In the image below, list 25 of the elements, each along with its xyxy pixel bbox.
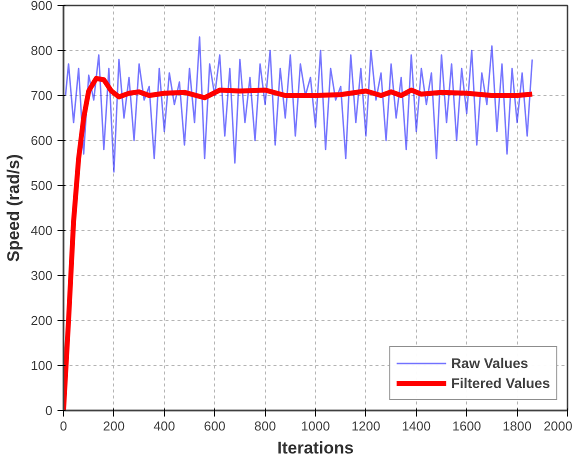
x-tick-label: 600 [204,418,226,434]
y-tick-label: 400 [30,223,53,238]
x-tick-label: 2000 [544,418,572,434]
y-tick-label: 700 [30,88,53,103]
y-tick-label: 800 [30,43,53,58]
y-tick-label: 300 [30,268,53,283]
x-tick-label: 200 [103,418,125,434]
x-tick-label: 1000 [301,418,330,434]
x-tick-label: 1200 [351,418,380,434]
y-tick-label: 0 [45,403,53,418]
y-tick-label: 900 [30,0,53,13]
x-tick-label: 0 [60,418,68,434]
legend-label: Raw Values [451,355,528,371]
y-axis-title: Speed (rad/s) [4,154,23,262]
y-tick-label: 600 [30,133,53,148]
legend-label: Filtered Values [451,375,550,391]
x-axis-title: Iterations [277,438,354,458]
x-tick-label: 1600 [452,418,482,434]
x-tick-label: 1800 [502,418,532,434]
y-tick-label: 100 [30,358,53,373]
x-tick-label: 800 [254,418,276,434]
y-tick-label: 500 [30,178,53,193]
x-tick-label: 400 [153,418,176,434]
x-tick-label: 1400 [402,418,431,434]
y-tick-label: 200 [30,313,53,328]
